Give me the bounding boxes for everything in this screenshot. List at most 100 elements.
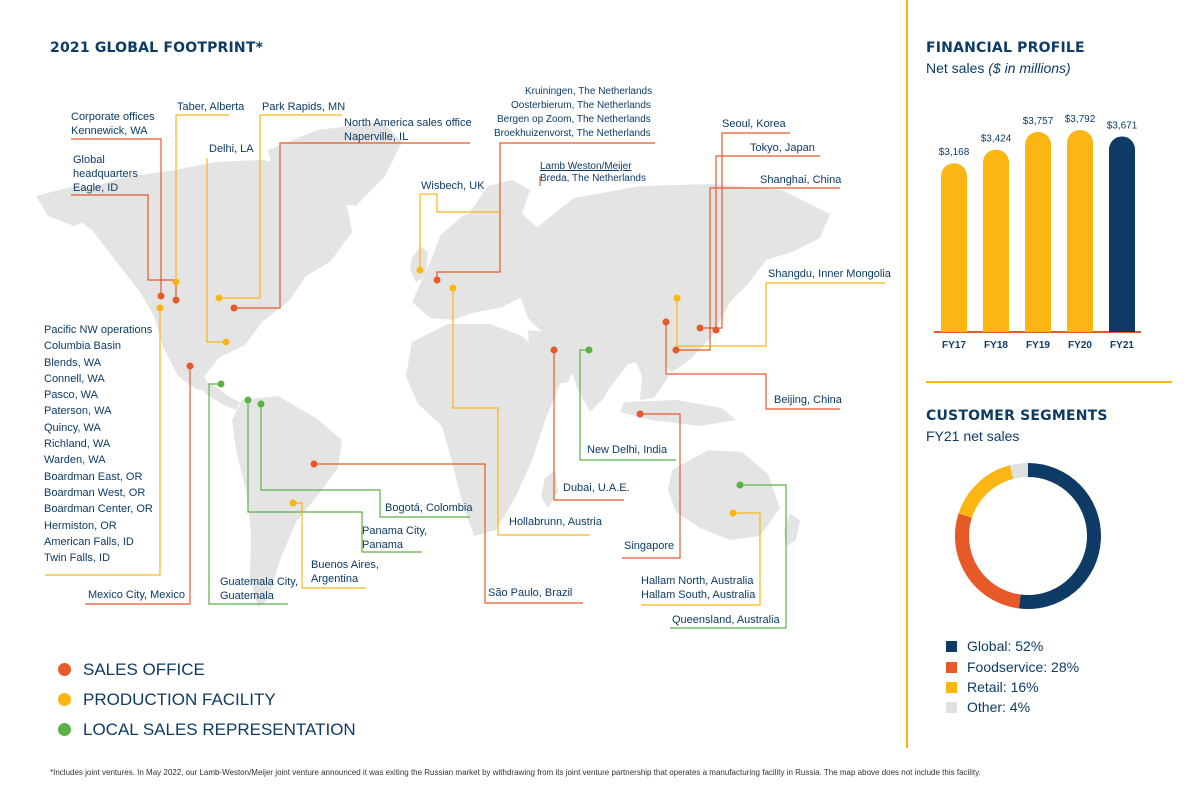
label-oosterbierum: Oosterbierum, The Netherlands bbox=[511, 100, 651, 111]
label-seoul: Seoul, Korea bbox=[722, 118, 786, 130]
label-buenos-aires: Buenos Aires, Argentina bbox=[311, 559, 379, 585]
bar-value-label-fy20: $3,792 bbox=[1065, 114, 1096, 125]
label-tokyo: Tokyo, Japan bbox=[750, 142, 815, 154]
bar-value-label-fy19: $3,757 bbox=[1023, 116, 1054, 127]
dot-seoul bbox=[696, 324, 704, 332]
segments-subtitle: FY21 net sales bbox=[926, 428, 1020, 444]
label-delhi-la: Delhi, LA bbox=[209, 143, 254, 155]
connector-hallam bbox=[641, 512, 761, 606]
dot-buenos-aires bbox=[289, 499, 297, 507]
label-dubai: Dubai, U.A.E. bbox=[563, 482, 630, 494]
bar-fy18 bbox=[983, 149, 1009, 332]
land-indonesia bbox=[620, 400, 736, 426]
connector-panama bbox=[247, 400, 422, 553]
bar-fy19 bbox=[1025, 131, 1051, 332]
map-land bbox=[36, 122, 830, 607]
legend-dot-production bbox=[58, 693, 71, 706]
donut-slice-foodservice bbox=[955, 513, 1021, 609]
label-shangdu: Shangdu, Inner Mongolia bbox=[768, 268, 891, 280]
financial-subtitle-italic: ($ in millions) bbox=[988, 60, 1071, 76]
land-central-america bbox=[196, 376, 240, 410]
label-guatemala: Guatemala City, Guatemala bbox=[220, 576, 299, 602]
bar-category-label-fy21: FY21 bbox=[1110, 340, 1134, 351]
legend-label-sales-office: SALES OFFICE bbox=[83, 660, 205, 679]
donut-slice-retail bbox=[958, 465, 1014, 519]
connector-taber bbox=[175, 114, 229, 282]
bar-value-label-fy18: $3,424 bbox=[981, 134, 1012, 145]
label-pacific-nw: Pacific NW operations Columbia Basin Ble… bbox=[44, 324, 153, 565]
label-beijing: Beijing, China bbox=[774, 394, 842, 406]
label-mexico-city: Mexico City, Mexico bbox=[88, 589, 185, 601]
net-sales-bar-chart: $3,168 FY17 $3,424 FY18 $3,757 FY19 $3,792 FY20… bbox=[934, 114, 1141, 351]
segment-label-other: Other: 4% bbox=[967, 699, 1031, 715]
footprint-title: 2021 GLOBAL FOOTPRINT* bbox=[50, 40, 264, 56]
connector-beijing bbox=[665, 322, 840, 410]
segment-legend-other: Other: 4% bbox=[946, 699, 1030, 715]
connector-queensland bbox=[670, 484, 787, 629]
bar-category-label-fy20: FY20 bbox=[1068, 340, 1092, 351]
dot-delhi-la bbox=[222, 338, 230, 346]
label-shanghai: Shanghai, China bbox=[760, 174, 842, 186]
connector-shanghai bbox=[676, 187, 840, 351]
connector-tokyo bbox=[715, 155, 820, 330]
bar-value-label-fy21: $3,671 bbox=[1107, 120, 1138, 131]
donut-slice-global bbox=[1018, 463, 1101, 609]
label-wisbech: Wisbech, UK bbox=[421, 180, 485, 192]
land-alaska bbox=[36, 186, 108, 226]
connector-buenos-aires bbox=[293, 502, 366, 589]
land-europe bbox=[412, 206, 552, 320]
segment-label-foodservice: Foodservice: 28% bbox=[967, 659, 1080, 675]
location-dots bbox=[156, 266, 744, 517]
segment-legend-foodservice: Foodservice: 28% bbox=[946, 659, 1079, 675]
label-bogota: Bogotá, Colombia bbox=[385, 502, 473, 514]
label-corporate-offices: Corporate offices Kennewick, WA bbox=[71, 111, 155, 137]
label-new-delhi: New Delhi, India bbox=[587, 444, 668, 456]
footnote: *Includes joint ventures. In May 2022, o… bbox=[50, 768, 981, 777]
segment-legend-retail: Retail: 16% bbox=[946, 679, 1039, 695]
dot-naperville bbox=[230, 304, 238, 312]
connector-seoul bbox=[700, 132, 790, 329]
segments-title: CUSTOMER SEGMENTS bbox=[926, 408, 1108, 424]
label-bergen: Bergen op Zoom, The Netherlands bbox=[497, 114, 651, 125]
label-global-hq: Global headquarters Eagle, ID bbox=[73, 154, 138, 194]
label-sao-paulo: São Paulo, Brazil bbox=[488, 587, 573, 599]
dot-shanghai bbox=[672, 346, 680, 354]
world-map bbox=[36, 114, 885, 629]
dot-mexico bbox=[186, 362, 194, 370]
dot-bogota bbox=[257, 400, 265, 408]
dot-kennewick bbox=[157, 292, 165, 300]
label-na-sales: North America sales office Naperville, I… bbox=[344, 117, 472, 143]
legend-label-local-sales: LOCAL SALES REPRESENTATION bbox=[83, 720, 356, 739]
vertical-divider bbox=[906, 0, 908, 748]
dot-hallam bbox=[729, 509, 737, 517]
segment-swatch-other bbox=[946, 702, 957, 713]
connector-netherlands bbox=[436, 142, 655, 280]
connector-dubai bbox=[553, 350, 624, 501]
donut-slice-other bbox=[1009, 462, 1029, 479]
label-hallam: Hallam North, Australia Hallam South, Au… bbox=[641, 575, 756, 601]
bar-category-label-fy19: FY19 bbox=[1026, 340, 1050, 351]
land-uk bbox=[410, 246, 428, 282]
dot-park-rapids bbox=[215, 294, 223, 302]
segment-label-retail: Retail: 16% bbox=[967, 679, 1039, 695]
connector-wisbech-top bbox=[420, 193, 500, 213]
dot-dubai bbox=[550, 346, 558, 354]
bar-value-label-fy17: $3,168 bbox=[939, 147, 970, 158]
land-madagascar bbox=[541, 470, 558, 508]
financial-subtitle: Net sales ($ in millions) bbox=[926, 60, 1071, 76]
bar-fy21 bbox=[1109, 136, 1135, 332]
label-kruiningen: Kruiningen, The Netherlands bbox=[525, 86, 653, 97]
bar-fy20 bbox=[1067, 130, 1093, 332]
land-africa bbox=[406, 324, 560, 536]
segment-swatch-global bbox=[946, 641, 957, 652]
connector-na-sales bbox=[234, 142, 470, 309]
connector-bogota bbox=[260, 404, 470, 518]
label-broekhuizenvorst: Broekhuizenvorst, The Netherlands bbox=[494, 128, 651, 139]
dot-pacific-nw bbox=[156, 304, 164, 312]
financial-subtitle-text: Net sales bbox=[926, 60, 989, 76]
connector-shangdu bbox=[676, 282, 885, 347]
label-taber: Taber, Alberta bbox=[177, 101, 245, 113]
dot-sao-paulo bbox=[310, 460, 318, 468]
legend-dot-sales-office bbox=[58, 663, 71, 676]
financial-title: FINANCIAL PROFILE bbox=[926, 40, 1085, 56]
